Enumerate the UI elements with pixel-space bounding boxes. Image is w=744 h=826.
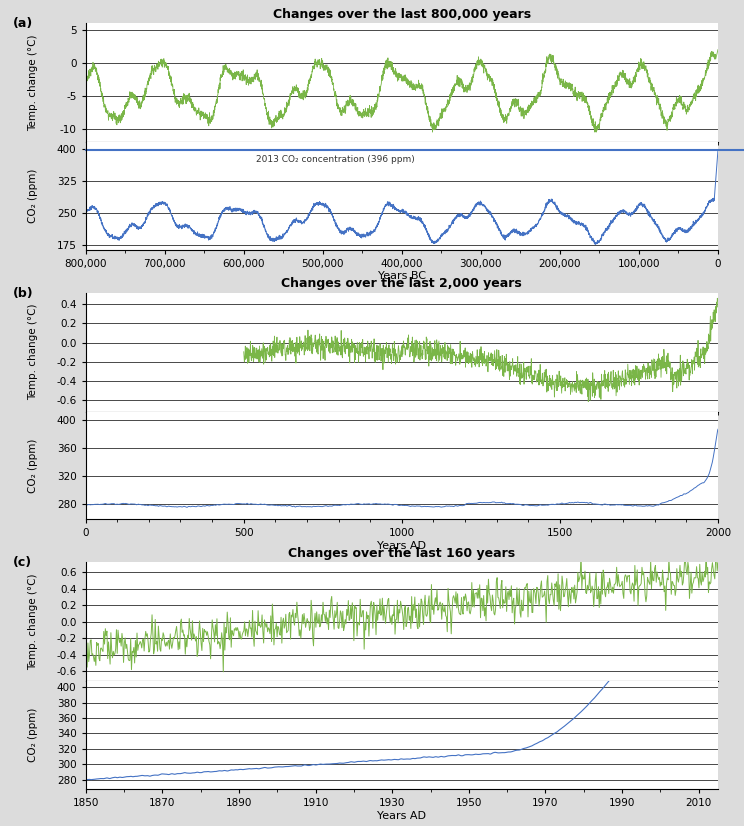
Title: Changes over the last 160 years: Changes over the last 160 years — [288, 547, 516, 560]
Title: Changes over the last 2,000 years: Changes over the last 2,000 years — [281, 278, 522, 290]
Text: (a): (a) — [13, 17, 33, 31]
X-axis label: Years AD: Years AD — [377, 541, 426, 551]
X-axis label: Years BC: Years BC — [378, 272, 426, 282]
Y-axis label: Temp. change (°C): Temp. change (°C) — [28, 573, 38, 670]
Y-axis label: CO₂ (ppm): CO₂ (ppm) — [28, 708, 38, 762]
Y-axis label: CO₂ (ppm): CO₂ (ppm) — [28, 169, 38, 223]
Y-axis label: Temp. change (°C): Temp. change (°C) — [28, 35, 38, 131]
Text: (b): (b) — [13, 287, 33, 300]
Title: Changes over the last 800,000 years: Changes over the last 800,000 years — [273, 7, 530, 21]
Text: 2013 CO₂ concentration (396 ppm): 2013 CO₂ concentration (396 ppm) — [256, 155, 414, 164]
Y-axis label: CO₂ (ppm): CO₂ (ppm) — [28, 439, 38, 492]
Text: (c): (c) — [13, 557, 32, 569]
Y-axis label: Temp. change (°C): Temp. change (°C) — [28, 304, 38, 401]
X-axis label: Years AD: Years AD — [377, 810, 426, 821]
